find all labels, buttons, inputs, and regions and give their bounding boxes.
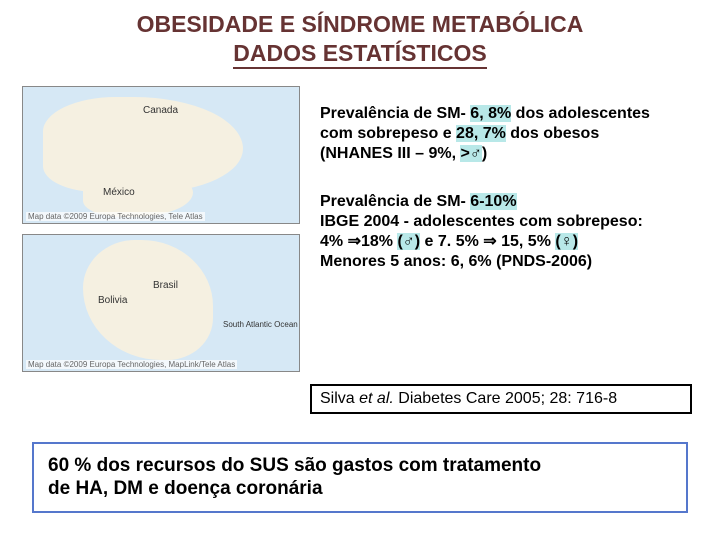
map-attribution-1: Map data ©2009 Europa Technologies, Tele… — [26, 212, 205, 221]
tb2-l2: IBGE 2004 - adolescentes com sobrepeso: — [320, 213, 643, 230]
map-label-canada: Canada — [143, 105, 178, 116]
tb1-l2b: dos obesos — [506, 125, 599, 142]
tb2-l3a: 4% ⇒18% — [320, 233, 397, 250]
tb1-l1b: dos adolescentes — [511, 105, 650, 122]
tb1-l3b: ) — [482, 145, 487, 162]
tb2-hl1: 6-10% — [470, 193, 516, 210]
footer-box: 60 % dos recursos do SUS são gastos com … — [32, 442, 688, 514]
text-column: Prevalência de SM- 6, 8% dos adolescente… — [320, 86, 692, 372]
map-label-mexico: México — [103, 187, 135, 198]
title-line1: OBESIDADE E SÍNDROME METABÓLICA — [137, 11, 584, 37]
tb2-l4: Menores 5 anos: 6, 6% (PNDS-2006) — [320, 253, 592, 270]
tb2-hl2: (♂) — [397, 233, 420, 250]
tb1-hl1: 6, 8% — [470, 105, 511, 122]
map-north-america: Canada México Map data ©2009 Europa Tech… — [22, 86, 300, 224]
map-label-bolivia: Bolivia — [98, 295, 127, 306]
tb2-hl3: (♀) — [555, 233, 578, 250]
map-label-ocean: South Atlantic Ocean — [223, 320, 298, 329]
footer-line2: de HA, DM e doença coronária — [48, 478, 323, 499]
main-content-row: Canada México Map data ©2009 Europa Tech… — [0, 86, 720, 372]
tb1-l1a: Prevalência de SM- — [320, 105, 470, 122]
map-label-brasil: Brasil — [153, 280, 178, 291]
tb1-hl3: >♂ — [460, 145, 481, 162]
tb1-l3a: (NHANES III – 9%, — [320, 145, 460, 162]
slide-title: OBESIDADE E SÍNDROME METABÓLICA DADOS ES… — [0, 0, 720, 68]
footer-line1: 60 % dos recursos do SUS são gastos com … — [48, 455, 541, 476]
tb1-l2a: com sobrepeso e — [320, 125, 456, 142]
citation-box: Silva et al. Diabetes Care 2005; 28: 716… — [310, 384, 692, 414]
map-attribution-2: Map data ©2009 Europa Technologies, MapL… — [26, 360, 237, 369]
citation-author: Silva — [320, 390, 355, 407]
map-south-america: Brasil Bolivia South Atlantic Ocean Map … — [22, 234, 300, 372]
tb1-hl2: 28, 7% — [456, 125, 506, 142]
tb2-l3b: e 7. 5% ⇒ 15, 5% — [420, 233, 555, 250]
maps-column: Canada México Map data ©2009 Europa Tech… — [22, 86, 302, 372]
text-block-2: Prevalência de SM- 6-10% IBGE 2004 - ado… — [320, 192, 692, 272]
tb2-l1a: Prevalência de SM- — [320, 193, 470, 210]
citation-rest: Diabetes Care 2005; 28: 716-8 — [394, 390, 617, 407]
text-block-1: Prevalência de SM- 6, 8% dos adolescente… — [320, 104, 692, 164]
citation-etal: et al. — [359, 390, 394, 407]
title-line2: DADOS ESTATÍSTICOS — [233, 40, 486, 69]
